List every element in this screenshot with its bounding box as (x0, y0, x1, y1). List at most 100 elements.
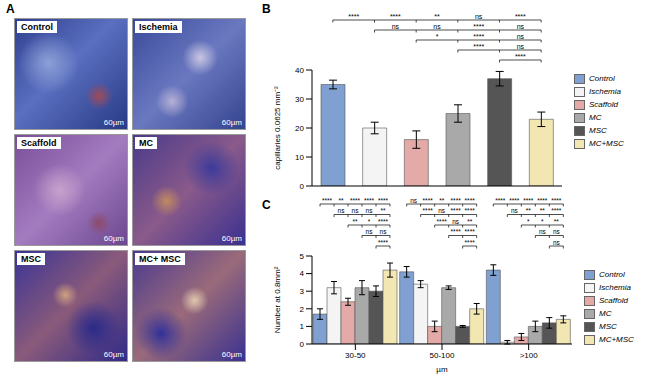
svg-text:****: **** (350, 198, 361, 204)
svg-text:*: * (527, 218, 530, 225)
html-text:Ischemia: Ischemia (139, 22, 178, 32)
svg-text:****: **** (390, 14, 401, 20)
html-text:Ischemia: Ischemia (589, 87, 621, 96)
svg-text:1: 1 (300, 322, 305, 331)
svg-text:****: **** (348, 14, 359, 20)
html-text:Scaffold: Scaffold (589, 100, 618, 109)
svg-text:ns: ns (352, 207, 360, 214)
svg-text:****: **** (465, 228, 476, 235)
html-text:MC+MSC: MC+MSC (589, 139, 624, 148)
svg-text:20: 20 (295, 124, 304, 133)
html-text:Ischemia: Ischemia (599, 283, 631, 292)
svg-text:ns: ns (338, 207, 346, 214)
svg-text:****: **** (495, 198, 506, 204)
svg-text:10: 10 (295, 153, 304, 162)
svg-text:ns: ns (366, 228, 374, 235)
svg-text:ns: ns (410, 198, 418, 204)
svg-text:ns: ns (539, 228, 547, 235)
svg-text:****: **** (551, 198, 562, 204)
svg-text:**: ** (338, 198, 344, 204)
svg-text:ns: ns (392, 23, 400, 30)
html-text:MC: MC (139, 138, 153, 148)
svg-text:****: **** (378, 239, 389, 246)
html-text:MSC: MSC (589, 126, 607, 135)
svg-text:*: * (368, 218, 371, 225)
svg-text:****: **** (322, 198, 333, 204)
html-text:A: A (6, 2, 15, 16)
svg-text:ns: ns (517, 23, 525, 30)
html-text:Scaffold: Scaffold (21, 138, 57, 148)
html-text:Control: Control (21, 22, 53, 32)
svg-text:5: 5 (300, 252, 305, 261)
svg-text:**: ** (467, 218, 473, 225)
svg-text:30: 30 (295, 95, 304, 104)
svg-text:****: **** (509, 198, 520, 204)
svg-text:**: ** (352, 218, 358, 225)
svg-text:4: 4 (300, 269, 305, 278)
svg-text:****: **** (437, 218, 448, 225)
svg-text:30-50: 30-50 (345, 351, 366, 360)
svg-text:****: **** (465, 198, 476, 204)
svg-text:40: 40 (295, 66, 304, 75)
svg-text:0: 0 (300, 340, 305, 349)
svg-text:ns: ns (553, 239, 561, 246)
svg-text:Number at 0.8mm²: Number at 0.8mm² (273, 266, 282, 333)
svg-text:ns: ns (553, 228, 561, 235)
svg-text:****: **** (473, 23, 484, 30)
html-text:Control: Control (589, 74, 615, 83)
svg-text:****: **** (364, 198, 375, 204)
svg-text:ns: ns (452, 218, 460, 225)
svg-text:ns: ns (366, 207, 374, 214)
svg-text:ns: ns (380, 228, 388, 235)
svg-text:****: **** (423, 207, 434, 214)
svg-text:**: ** (439, 198, 445, 204)
svg-text:>100: >100 (520, 351, 539, 360)
svg-text:50-100: 50-100 (430, 351, 455, 360)
svg-text:**: ** (434, 14, 440, 20)
html-text:B: B (262, 2, 271, 16)
svg-text:**: ** (554, 218, 560, 225)
html-text:MC: MC (589, 113, 602, 122)
svg-text:****: **** (473, 33, 484, 40)
svg-text:**: ** (380, 207, 386, 214)
html-text:MC+ MSC: MC+ MSC (139, 254, 181, 264)
svg-text:****: **** (537, 198, 548, 204)
svg-text:****: **** (515, 14, 526, 20)
svg-text:**: ** (526, 207, 532, 214)
svg-text:****: **** (473, 43, 484, 50)
svg-text:****: **** (523, 198, 534, 204)
html-text:60µm: 60µm (103, 118, 124, 127)
html-text:60µm: 60µm (221, 118, 242, 127)
svg-text:****: **** (515, 53, 526, 60)
html-text:C: C (262, 198, 271, 212)
svg-text:****: **** (378, 218, 389, 225)
svg-text:2: 2 (300, 305, 305, 314)
html-text:MSC: MSC (21, 254, 41, 264)
svg-text:ns: ns (511, 207, 519, 214)
svg-text:µm: µm (436, 365, 448, 374)
svg-text:*: * (541, 218, 544, 225)
svg-text:****: **** (551, 207, 562, 214)
html-text:60µm: 60µm (103, 350, 124, 359)
svg-text:****: **** (423, 198, 434, 204)
svg-text:**: ** (540, 207, 546, 214)
svg-text:****: **** (378, 198, 389, 204)
svg-text:ns: ns (517, 33, 525, 40)
svg-text:ns: ns (475, 14, 483, 20)
svg-text:ns: ns (438, 207, 446, 214)
html-text:60µm: 60µm (103, 234, 124, 243)
svg-text:0: 0 (300, 182, 305, 191)
svg-text:ns: ns (517, 43, 525, 50)
html-text:Control: Control (599, 270, 625, 279)
html-text:60µm: 60µm (221, 350, 242, 359)
svg-text:****: **** (451, 228, 462, 235)
svg-text:*: * (436, 33, 439, 40)
svg-text:ns: ns (433, 23, 441, 30)
svg-text:3: 3 (300, 287, 305, 296)
svg-text:capillaries 0.0625 mm⁻²: capillaries 0.0625 mm⁻² (273, 86, 282, 170)
html-text:60µm: 60µm (221, 234, 242, 243)
svg-text:****: **** (465, 239, 476, 246)
svg-text:****: **** (451, 207, 462, 214)
svg-text:****: **** (465, 207, 476, 214)
svg-text:****: **** (451, 198, 462, 204)
